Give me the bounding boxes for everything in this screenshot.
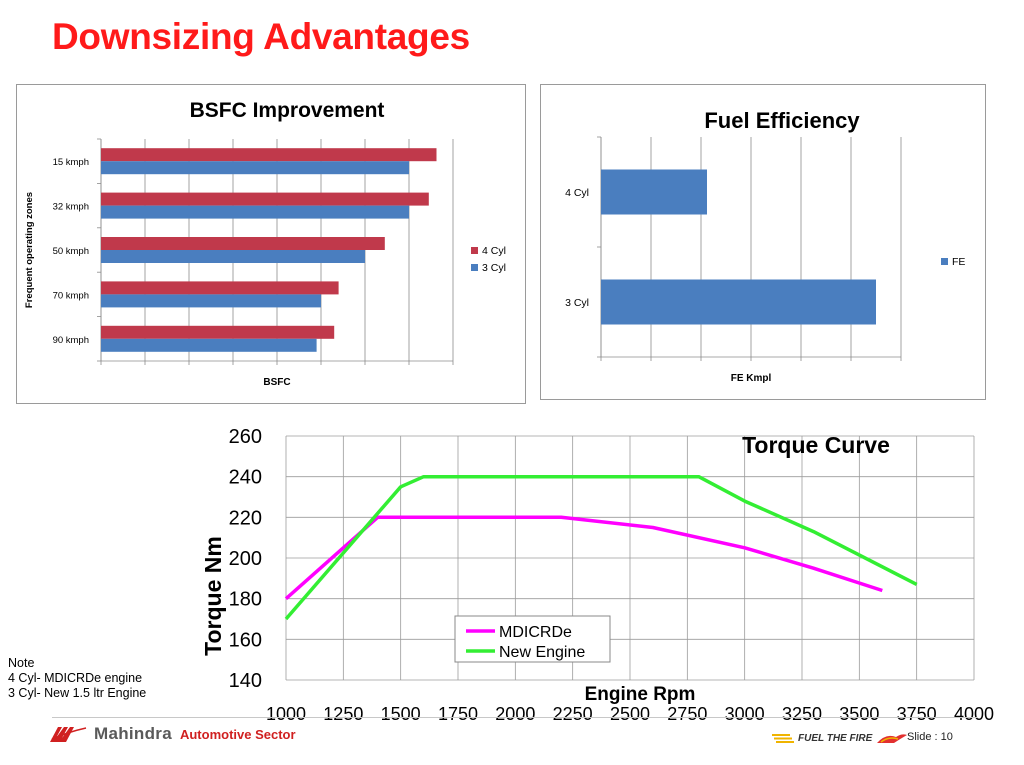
legend-box [454,615,611,663]
bar-3-cyl [101,161,409,175]
slide-title: Downsizing Advantages [52,16,470,57]
torque-curve-chart: 1000 1250 1500 1750 2000 2250 2500 2750 3000 3250… [200,426,994,724]
bar-4-cyl [101,237,385,250]
x-tick-label: 3250 [782,704,822,724]
brand-footer: Mahindra Automotive Sector [48,724,296,744]
bar-4-cyl [101,281,339,295]
legend-label: FE [952,256,965,268]
bsfc-chart-panel: BSFC Improvement 15 kmph 32 kmph 50 kmph 70 … [16,84,526,404]
flame-icon [877,734,908,743]
legend-label: MDICRDe [499,624,572,641]
series-line-mdicrde [284,515,883,601]
x-tick-label: 1750 [438,704,478,724]
legend-label: 4 Cyl [482,245,506,257]
y-tick-label: 140 [229,670,262,692]
bar-3-cyl [101,205,409,219]
x-tick-label: 2750 [667,704,707,724]
brand-sector: Automotive Sector [179,726,296,742]
legend-swatch [941,258,948,265]
note-heading: Note [8,656,35,670]
series-line-new-engine [284,474,918,621]
y-tick-label: 160 [229,629,262,651]
stripes-icon [772,734,794,743]
note-three-cyl: 3 Cyl- New 1.5 ltr Engine [8,686,147,700]
y-axis-label: Frequent operating zones [24,192,35,308]
x-tick-label: 1250 [323,704,363,724]
engine-note: Note 4 Cyl- MDICRDe engine 3 Cyl- New 1.… [8,656,146,701]
category-label: 4 Cyl [565,187,589,199]
y-axis-label: Torque Nm [200,536,226,656]
y-tick-label: 200 [229,548,262,570]
x-axis-label: FE Kmpl [731,373,772,384]
bar-3-cyl [101,294,321,308]
x-tick-label: 3000 [725,704,765,724]
x-tick-label: 2000 [495,704,535,724]
bar-4-cyl [101,148,437,162]
legend-swatch [471,264,478,271]
x-tick-label: 3750 [897,704,937,724]
y-tick-label: 180 [229,589,262,611]
category-label: 90 kmph [53,335,89,346]
category-label: 50 kmph [53,246,89,257]
bar-fe [601,279,876,325]
x-tick-label: 1500 [381,704,421,724]
bar-fe [601,169,707,215]
tagline-text: FUEL THE FIRE [798,732,873,744]
footer-divider [52,717,977,718]
note-four-cyl: 4 Cyl- MDICRDe engine [8,671,143,685]
x-axis-label: BSFC [263,377,290,388]
legend-label: 3 Cyl [482,262,506,274]
fuel-efficiency-chart-panel: Fuel Efficiency 4 Cyl 3 Cyl FE Kmpl FE [540,84,986,400]
y-tick-label: 260 [229,426,262,448]
category-label: 70 kmph [53,290,89,301]
category-label: 32 kmph [53,202,89,213]
chart-title: Torque Curve [742,432,890,458]
bar-3-cyl [101,250,365,263]
bar-4-cyl [101,325,335,339]
x-tick-label: 2250 [553,704,593,724]
category-label: 3 Cyl [565,297,589,309]
slide-number: Slide : 10 [907,731,953,743]
chart-title: Fuel Efficiency [704,108,860,133]
x-axis-label: Engine Rpm [585,684,696,705]
tagline: FUEL THE FIRE [772,731,908,745]
fuel-efficiency-chart: Fuel Efficiency 4 Cyl 3 Cyl FE Kmpl FE [565,108,965,384]
x-tick-label: 1000 [266,704,306,724]
bsfc-chart: BSFC Improvement 15 kmph 32 kmph 50 kmph 70 … [24,99,506,388]
category-label: 15 kmph [53,157,89,168]
mahindra-logo-icon [50,727,87,742]
legend-swatch [471,247,478,254]
bar-3-cyl [101,338,317,352]
x-tick-label: 3500 [839,704,879,724]
x-tick-label: 2500 [610,704,650,724]
y-tick-label: 240 [229,467,262,489]
x-tick-label: 4000 [954,704,994,724]
legend-label: New Engine [499,644,585,661]
brand-name: Mahindra [94,724,172,743]
bar-4-cyl [101,192,429,206]
chart-title: BSFC Improvement [190,99,385,122]
y-tick-label: 220 [229,507,262,529]
